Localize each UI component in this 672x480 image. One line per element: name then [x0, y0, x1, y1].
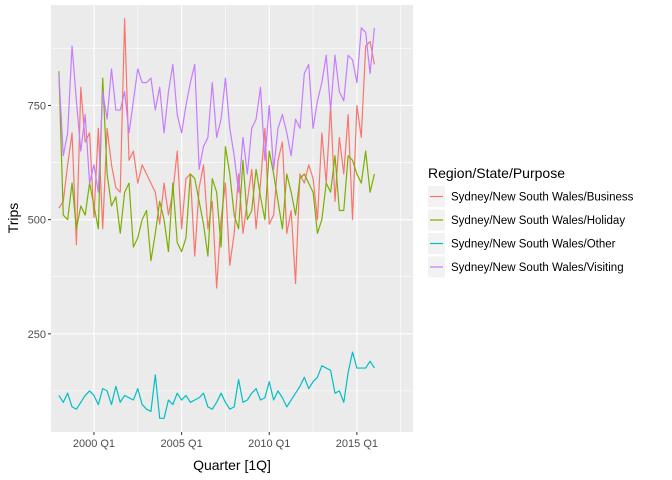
y-tick-label: 250: [28, 329, 46, 341]
x-axis-title: Quarter [1Q]: [193, 457, 271, 473]
x-tick-label: 2000 Q1: [73, 438, 115, 450]
legend-label: Sydney/New South Wales/Business: [451, 192, 634, 204]
legend-item: Sydney/New South Wales/Visiting: [428, 256, 624, 278]
y-tick-label: 750: [28, 100, 46, 112]
y-axis: 250 500 750: [28, 100, 51, 341]
legend-label: Sydney/New South Wales/Holiday: [451, 215, 625, 227]
series-line-3: [58, 27, 376, 193]
series-line-2: [58, 351, 375, 419]
legend-item: Sydney/New South Wales/Holiday: [428, 209, 625, 231]
legend-item: Sydney/New South Wales/Other: [428, 233, 616, 254]
x-tick-label: 2010 Q1: [248, 438, 290, 450]
x-tick-label: 2005 Q1: [160, 438, 202, 450]
series-line-0: [58, 18, 376, 289]
series-line-1: [58, 71, 376, 262]
legend-title: Region/State/Purpose: [428, 165, 565, 181]
legend-item: Sydney/New South Wales/Business: [428, 186, 634, 207]
series-lines: [58, 18, 376, 419]
legend-label: Sydney/New South Wales/Visiting: [451, 262, 624, 274]
legend: Sydney/New South Wales/Business Sydney/Ne…: [428, 186, 634, 278]
y-axis-title: Trips: [5, 203, 21, 234]
x-tick-label: 2015 Q1: [336, 438, 378, 450]
x-axis: 2000 Q1 2005 Q1 2010 Q1 2015 Q1: [73, 432, 378, 450]
y-tick-label: 500: [28, 215, 46, 227]
legend-label: Sydney/New South Wales/Other: [451, 239, 616, 251]
